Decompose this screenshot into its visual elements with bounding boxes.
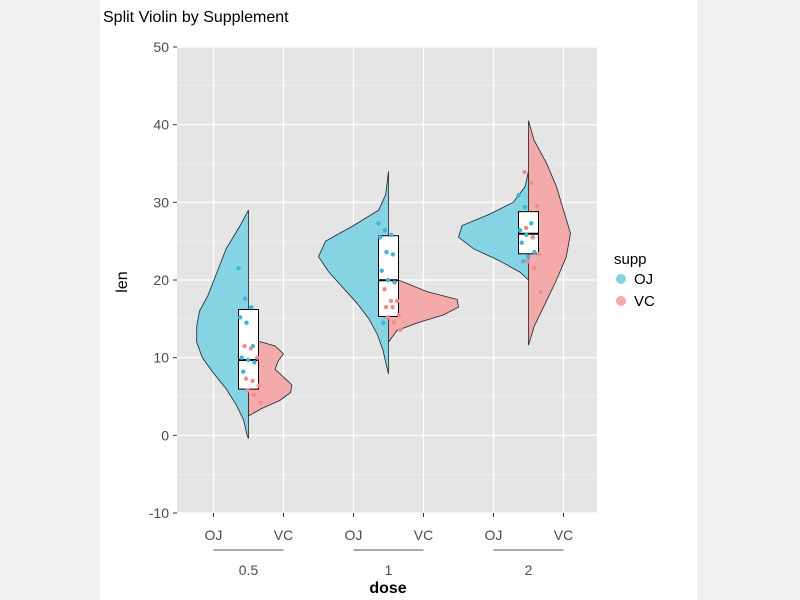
- y-axis-title: len: [114, 271, 131, 292]
- data-point-oj: [239, 355, 244, 360]
- data-point-oj: [376, 221, 381, 226]
- data-point-oj: [237, 315, 243, 320]
- data-point-vc: [248, 346, 254, 351]
- data-point-vc: [383, 304, 389, 310]
- legend-label-oj: OJ: [634, 271, 653, 288]
- chart-canvas: Split Violin by Supplement -10 0 10 20 30 40 5…: [100, 0, 697, 600]
- data-point-vc: [250, 378, 255, 384]
- data-point-oj: [242, 296, 248, 301]
- data-point-oj: [525, 254, 531, 259]
- x-subcategory-label: VC: [274, 527, 293, 543]
- chart-title: Split Violin by Supplement: [103, 9, 289, 26]
- data-point-oj: [377, 235, 383, 240]
- x-group-label: 2: [525, 562, 533, 578]
- data-point-oj: [382, 228, 388, 233]
- violins: [196, 120, 571, 439]
- data-point-vc: [535, 204, 540, 209]
- y-tick-label: 0: [161, 427, 169, 443]
- data-point-vc: [245, 388, 250, 393]
- x-subcategory-label: OJ: [205, 527, 223, 543]
- legend: supp OJ VC: [614, 251, 655, 310]
- data-point-vc: [255, 355, 260, 360]
- boxplot-box: [378, 235, 399, 318]
- data-point-vc: [385, 315, 390, 320]
- violin-oj-0.5: [196, 209, 249, 439]
- x-axis-title: dose: [369, 580, 406, 597]
- data-point-vc: [396, 312, 402, 318]
- violin-oj-2: [458, 171, 529, 281]
- data-point-vc: [531, 266, 537, 271]
- data-point-oj: [522, 204, 528, 210]
- y-tick-label: 50: [153, 39, 169, 55]
- legend-key-vc: [616, 296, 626, 306]
- data-point-vc: [522, 169, 527, 175]
- boxplot-box: [238, 309, 259, 390]
- data-point-vc: [390, 304, 395, 310]
- data-point-oj: [521, 259, 526, 264]
- x-subcategory-label: OJ: [345, 527, 363, 543]
- data-point-oj: [236, 266, 241, 271]
- data-point-vc: [243, 376, 249, 381]
- data-point-oj: [389, 232, 394, 238]
- x-group-label: 1: [385, 562, 393, 578]
- data-point-oj: [241, 369, 246, 374]
- data-point-vc: [538, 289, 543, 294]
- data-point-oj: [379, 268, 384, 273]
- data-point-vc: [382, 287, 387, 292]
- y-axis: -10 0 10 20 30 40 50: [149, 39, 177, 521]
- data-point-oj: [244, 320, 249, 325]
- data-point-oj: [249, 304, 254, 310]
- x-subcategory-label: VC: [554, 527, 573, 543]
- data-point-oj: [392, 280, 397, 285]
- data-point-vc: [528, 180, 534, 186]
- y-tick-label: 30: [153, 194, 169, 210]
- data-point-oj: [529, 221, 534, 226]
- data-point-vc: [395, 298, 400, 304]
- data-point-vc: [398, 327, 403, 332]
- legend-key-oj: [616, 274, 626, 284]
- y-tick-label: 10: [153, 350, 169, 366]
- legend-label-vc: VC: [634, 293, 655, 310]
- data-point-vc: [523, 225, 529, 231]
- data-point-vc: [256, 383, 262, 388]
- split-violin-chart: Split Violin by Supplement -10 0 10 20 30 40 5…: [103, 9, 655, 597]
- violin-vc-2: [528, 120, 571, 346]
- data-point-oj: [385, 277, 391, 283]
- data-point-vc: [258, 400, 263, 405]
- x-subcategory-label: OJ: [485, 527, 503, 543]
- y-tick-label: -10: [149, 505, 169, 521]
- x-group-label: 0.5: [239, 562, 259, 578]
- data-point-oj: [245, 357, 251, 363]
- boxplot-box: [518, 211, 539, 255]
- data-point-vc: [525, 259, 530, 264]
- data-point-vc: [391, 320, 397, 325]
- y-tick-label: 20: [153, 272, 169, 288]
- data-point-oj: [516, 193, 521, 198]
- data-point-oj: [519, 240, 524, 245]
- y-tick-label: 40: [153, 117, 169, 133]
- data-point-oj: [390, 252, 396, 257]
- x-axis: OJ VC OJ VC OJ VC 0.5 1 2: [205, 513, 573, 578]
- violin-oj-1: [318, 171, 389, 375]
- x-subcategory-label: VC: [414, 527, 433, 543]
- data-point-vc: [242, 343, 247, 349]
- data-point-vc: [251, 392, 257, 398]
- data-point-oj: [252, 360, 257, 365]
- data-point-oj: [517, 228, 523, 233]
- data-point-vc: [536, 252, 542, 257]
- data-point-oj: [384, 249, 389, 255]
- legend-title: supp: [614, 251, 647, 268]
- data-point-oj: [524, 232, 529, 238]
- data-point-vc: [388, 298, 394, 304]
- data-point-vc: [530, 235, 535, 240]
- data-point-oj: [381, 320, 386, 325]
- data-point-oj: [532, 249, 537, 255]
